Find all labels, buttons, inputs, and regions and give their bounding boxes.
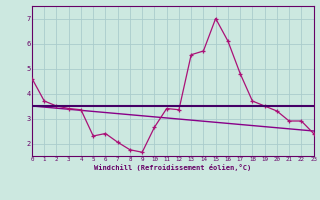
X-axis label: Windchill (Refroidissement éolien,°C): Windchill (Refroidissement éolien,°C) — [94, 164, 252, 171]
